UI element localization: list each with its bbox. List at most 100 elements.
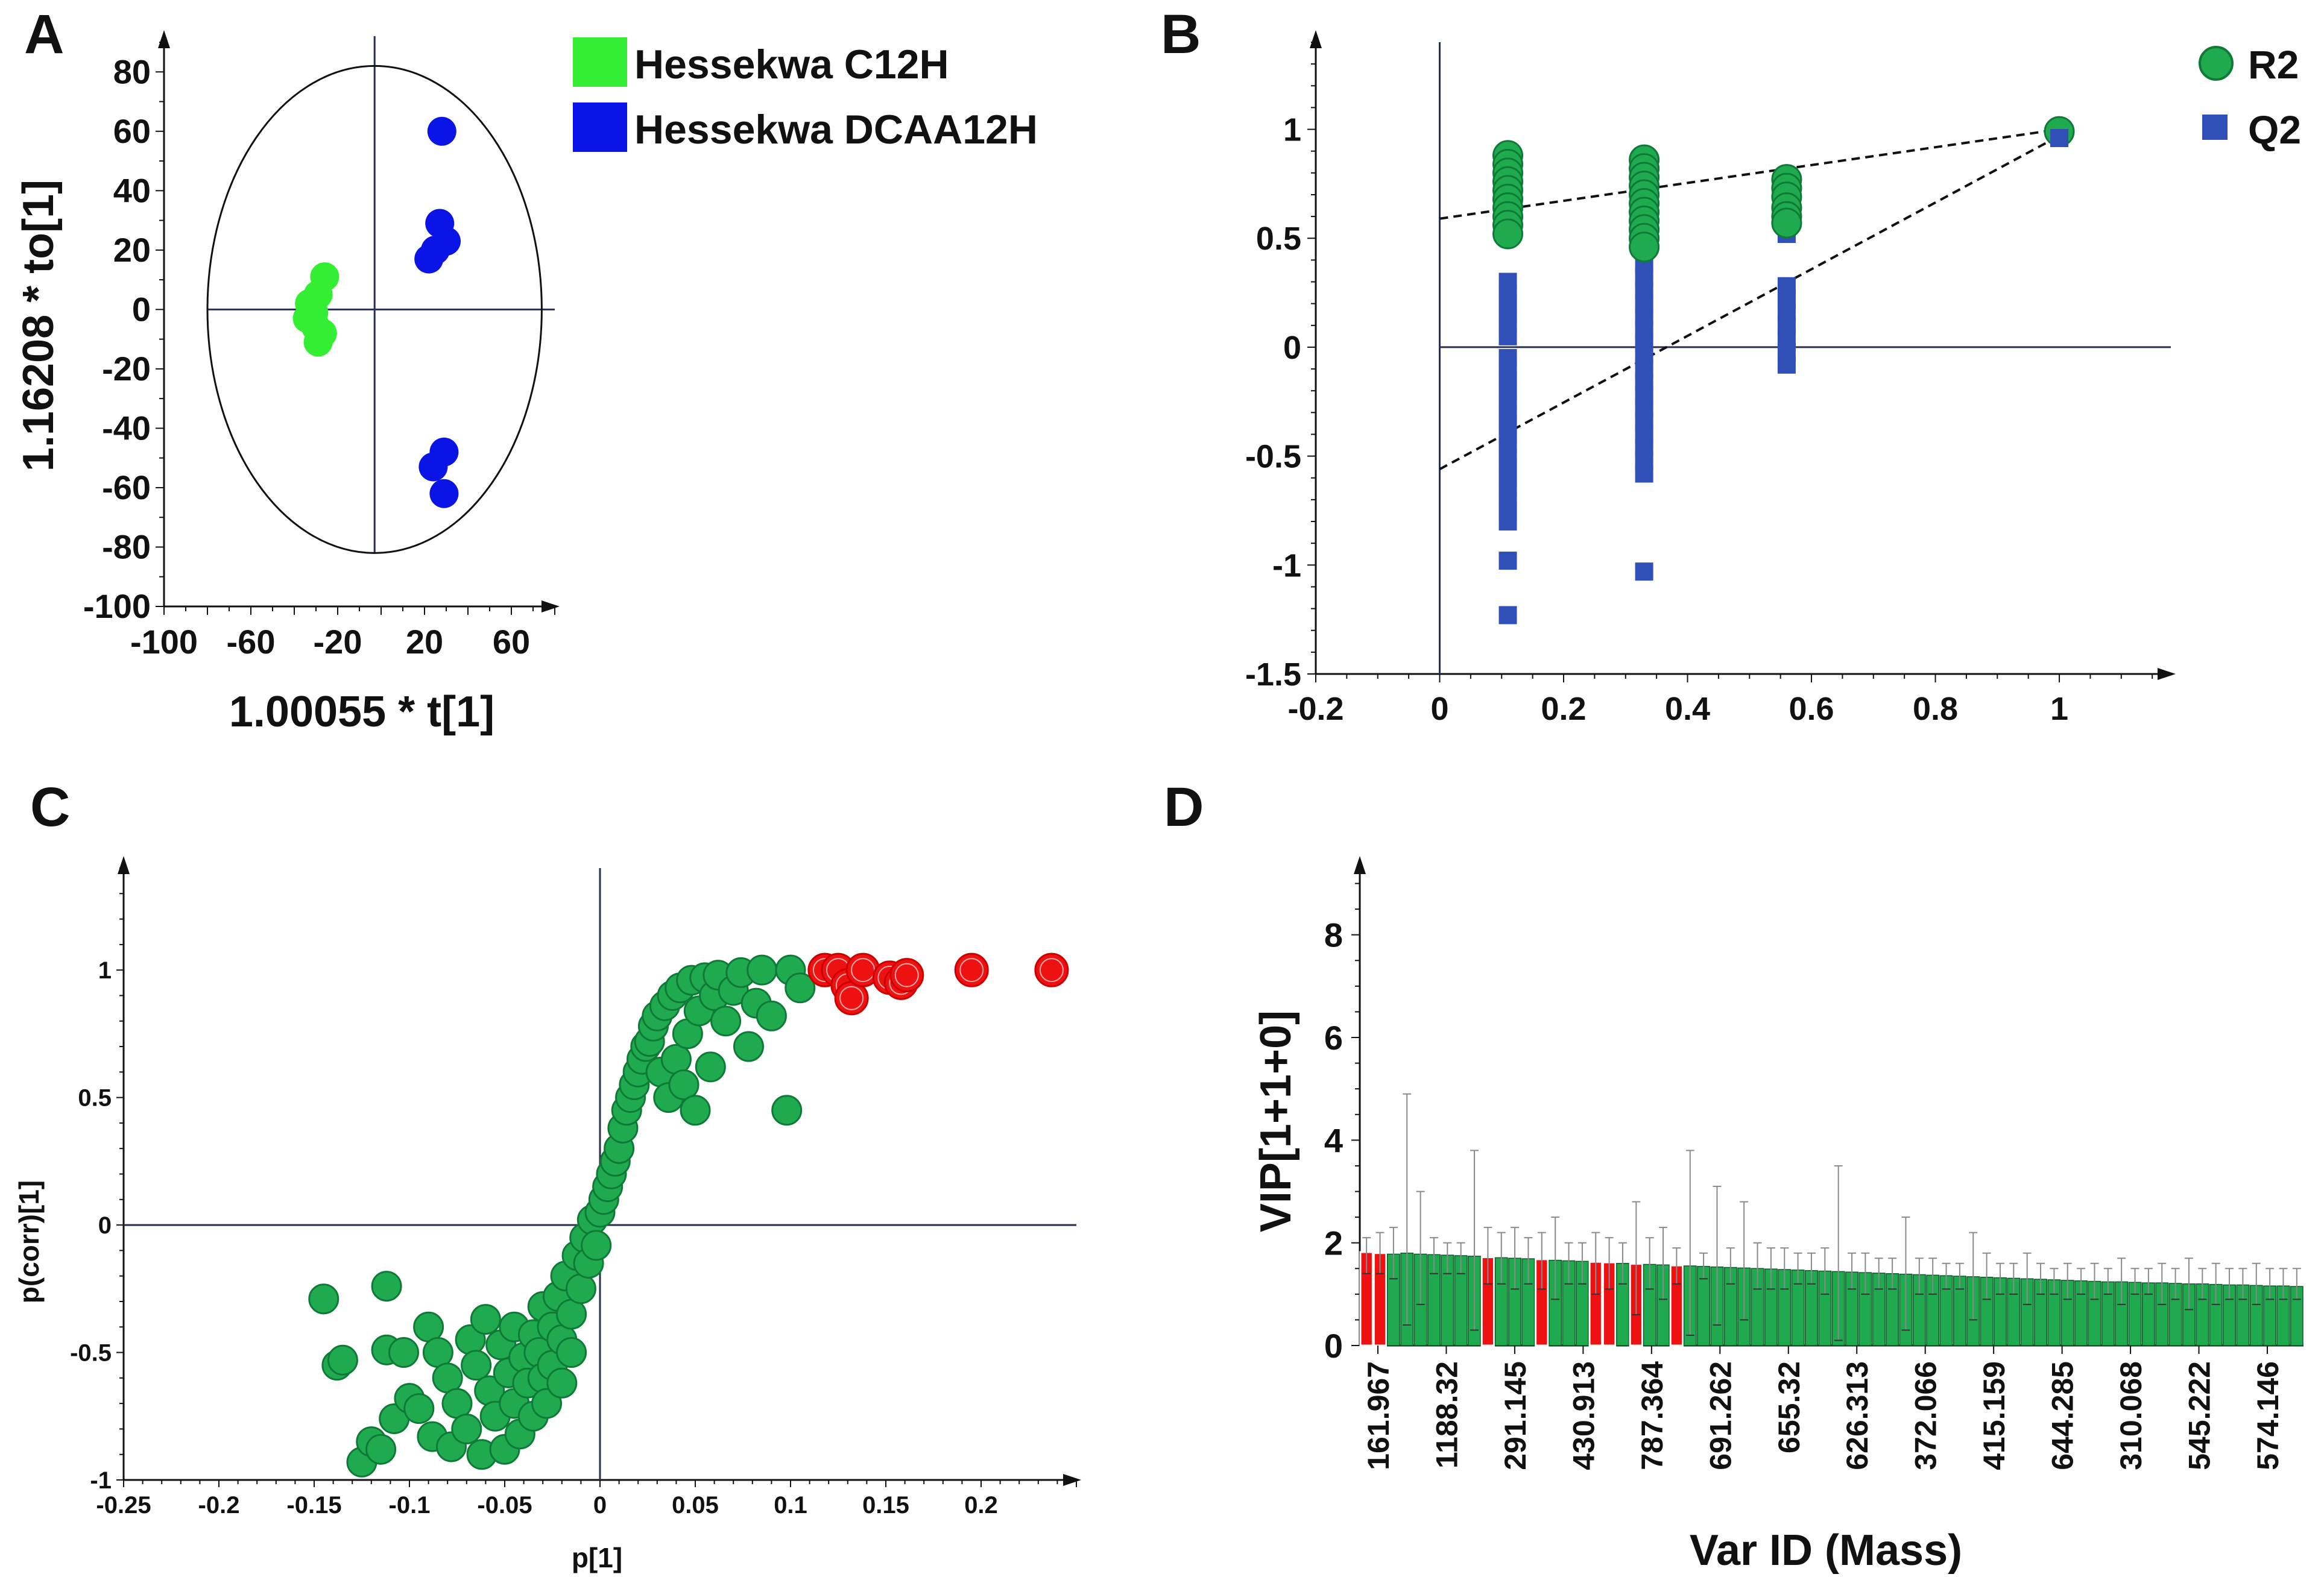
panel-a-x-axis-arrow (542, 600, 560, 612)
panel-c-point-green (470, 1304, 501, 1335)
panel-c-point-green (365, 1434, 397, 1465)
panel-d-x-tick-label: 430.913 (1567, 1361, 1600, 1470)
panel-c-point-green (771, 1095, 803, 1126)
panel-d-x-tick-label: 574.146 (2251, 1361, 2285, 1470)
panel-c-x-tick-label: 0.2 (964, 1492, 998, 1519)
panel-b-q2-square (1498, 327, 1517, 345)
panel-c-point-green (785, 972, 816, 1004)
panel-c-point-red-ring (839, 986, 864, 1010)
panel-b-x-tick-label: 1 (2050, 691, 2068, 727)
panel-b-permutation-plot: R2 Q2 -0.2 0 0.2 0.4 0.6 0.8 1 1 0.5 0 -0.5 -1 -1.5 (1245, 30, 2301, 727)
panel-letter-c: C (30, 776, 70, 838)
panel-letter-b: B (1161, 4, 1201, 65)
panel-b-y-tick-label: -0.5 (1245, 439, 1301, 475)
panel-c-x-axis-title: p[1] (572, 1542, 622, 1573)
panel-d-y-tick-label: 2 (1324, 1224, 1343, 1262)
panel-c-point-green (413, 1311, 444, 1342)
panel-b-y-tick-label: -1 (1272, 547, 1301, 584)
panel-d-x-tick-label: 626.313 (1840, 1361, 1874, 1470)
panel-b-q2-square (1498, 606, 1517, 625)
panel-c-point-green (581, 1230, 612, 1261)
legend-label-q2: Q2 (2248, 107, 2301, 152)
panel-b-x-tick-label: 0.2 (1541, 691, 1586, 727)
legend-swatch-c12h (573, 37, 627, 87)
panel-a-y-tick-label: -40 (102, 409, 151, 447)
panel-c-point-red-ring (959, 958, 984, 983)
panel-b-y-tick-label: -1.5 (1245, 656, 1301, 693)
panel-d-x-tick-label: 691.262 (1704, 1361, 1737, 1470)
panel-a-y-tick-label: 20 (113, 231, 151, 269)
panel-c-point-green (461, 1350, 492, 1381)
panel-letter-d: D (1164, 776, 1204, 838)
panel-a-score-plot: Hessekwa C12H Hessekwa DCAA12H 1.00055 *… (14, 30, 1038, 736)
panel-b-q2-square (1498, 552, 1517, 570)
panel-b-x-tick-label: 0.6 (1789, 691, 1834, 727)
panel-c-point-green (680, 1095, 711, 1126)
panel-c-y-axis-title: p(corr)[1] (13, 1180, 45, 1303)
legend-label-c12h: Hessekwa C12H (634, 42, 949, 87)
panel-c-y-tick-label: -0.5 (70, 1340, 112, 1367)
panel-b-y-axis-arrow (1310, 30, 1322, 48)
panel-a-x-tick-label: 60 (493, 623, 530, 661)
panel-a-x-tick-label: -60 (227, 623, 276, 661)
panel-a-y-axis-title: 1.16208 * to[1] (14, 180, 63, 471)
panel-b-y-tick-label: 0 (1283, 330, 1301, 366)
panel-a-x-tick-label: -100 (130, 623, 198, 661)
panel-d-y-tick-label: 4 (1324, 1121, 1343, 1159)
panel-a-y-axis-arrow (158, 30, 170, 48)
panel-d-x-tick-label: 545.222 (2183, 1361, 2217, 1470)
panel-b-q2-square (2050, 129, 2069, 148)
panel-a-point (427, 116, 456, 146)
panel-a-y-tick-label: 0 (132, 290, 151, 328)
panel-c-point-green (388, 1337, 420, 1368)
panel-c-x-tick-label: 0.05 (672, 1492, 719, 1519)
panel-b-x-axis-arrow (2158, 668, 2176, 680)
legend-swatch-dcaa12h (573, 102, 627, 152)
panel-b-x-tick-label: 0.4 (1665, 691, 1710, 727)
panel-d-x-tick-label: 161.967 (1362, 1361, 1395, 1470)
panel-b-intercept-line (1439, 134, 2060, 471)
panel-c-x-tick-label: 0.15 (862, 1492, 909, 1519)
panel-b-legend: R2 Q2 (2199, 42, 2301, 152)
panel-d-x-tick-label: 415.159 (1977, 1361, 2011, 1470)
panel-d-x-tick-label: 291.145 (1498, 1361, 1532, 1470)
panel-d-y-axis-arrow (1354, 856, 1366, 874)
panel-a-x-tick-label: 20 (406, 623, 443, 661)
panel-c-y-tick-label: 1 (98, 957, 112, 984)
panel-c-point-green (441, 1388, 473, 1419)
panel-b-r2-circle (1629, 231, 1660, 263)
panel-c-point-green (556, 1298, 587, 1330)
panel-c-point-green (371, 1271, 402, 1302)
panel-c-x-tick-label: -0.2 (198, 1492, 240, 1519)
panel-d-x-tick-label: 1188.32 (1430, 1361, 1464, 1468)
legend-label-dcaa12h: Hessekwa DCAA12H (634, 107, 1038, 153)
legend-marker-r2 (2199, 46, 2234, 81)
panel-c-point-red-ring (894, 963, 919, 987)
panel-c-x-tick-label: 0.1 (774, 1492, 807, 1519)
panel-d-x-axis-title: Var ID (Mass) (1690, 1526, 1962, 1575)
panel-b-q2-square (1635, 562, 1653, 581)
panel-c-x-tick-label: -0.05 (477, 1492, 532, 1519)
panel-d-x-tick-label: 310.068 (2114, 1361, 2148, 1470)
panel-a-y-tick-label: -80 (102, 527, 151, 565)
panel-c-x-tick-label: 0 (593, 1492, 607, 1519)
panel-a-y-tick-label: -100 (83, 587, 151, 625)
panel-c-point-green (327, 1344, 358, 1376)
panel-c-point-green (733, 1031, 764, 1062)
panel-b-r2-circle (1492, 218, 1524, 250)
panel-a-point (299, 298, 329, 327)
panel-c-y-tick-label: -1 (90, 1467, 112, 1494)
panel-a-y-tick-label: 80 (113, 52, 151, 90)
panel-a-x-tick-label: -20 (314, 623, 362, 661)
panel-c-s-plot: p[1] p(corr)[1] -0.25 -0.2 -0.15 -0.1 -0.05 0… (13, 856, 1081, 1573)
panel-c-y-tick-label: 0 (98, 1212, 112, 1239)
panel-c-point-green (451, 1413, 482, 1444)
panel-c-y-axis-arrow (118, 856, 130, 874)
panel-c-x-axis-arrow (1063, 1474, 1081, 1486)
panel-a-point (421, 235, 450, 265)
panel-c-point-green (403, 1393, 435, 1424)
panel-c-point-green (546, 1367, 578, 1399)
panel-a-y-tick-label: 60 (113, 112, 151, 150)
panel-b-x-tick-label: 0.8 (1913, 691, 1958, 727)
